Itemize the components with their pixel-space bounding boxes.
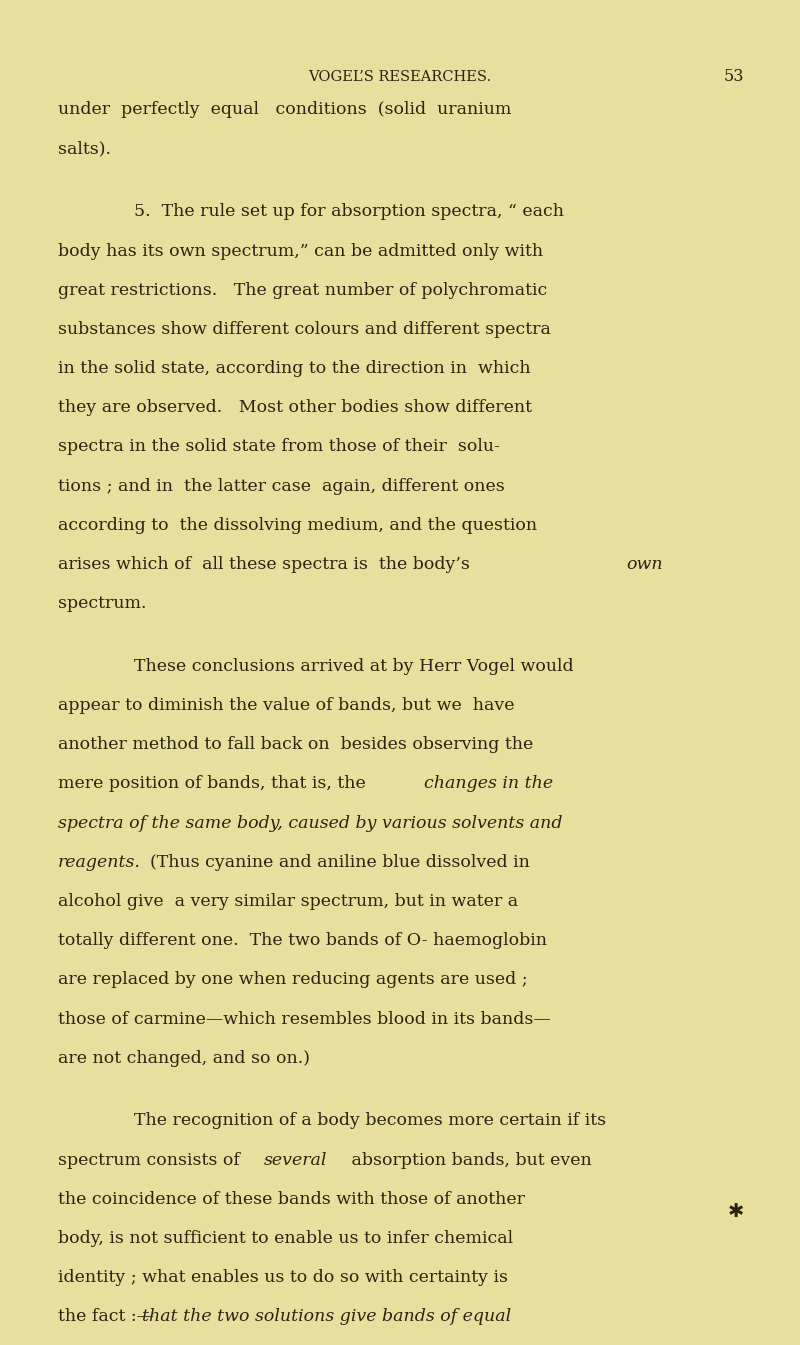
Text: spectra in the solid state from those of their  solu-: spectra in the solid state from those of… bbox=[58, 438, 499, 456]
Text: 53: 53 bbox=[723, 67, 744, 85]
Text: own: own bbox=[626, 555, 663, 573]
Text: changes in the: changes in the bbox=[424, 776, 553, 792]
Text: in the solid state, according to the direction in  which: in the solid state, according to the dir… bbox=[58, 360, 530, 377]
Text: identity ; what enables us to do so with certainty is: identity ; what enables us to do so with… bbox=[58, 1270, 508, 1286]
Text: another method to fall back on  besides observing the: another method to fall back on besides o… bbox=[58, 736, 533, 753]
Text: spectrum consists of: spectrum consists of bbox=[58, 1151, 245, 1169]
Text: the fact :—: the fact :— bbox=[58, 1309, 154, 1325]
Text: those of carmine—which resembles blood in its bands—: those of carmine—which resembles blood i… bbox=[58, 1010, 550, 1028]
Text: are replaced by one when reducing agents are used ;: are replaced by one when reducing agents… bbox=[58, 971, 527, 989]
Text: that the two solutions give bands of equal: that the two solutions give bands of equ… bbox=[142, 1309, 511, 1325]
Text: The recognition of a body becomes more certain if its: The recognition of a body becomes more c… bbox=[134, 1112, 606, 1130]
Text: they are observed.   Most other bodies show different: they are observed. Most other bodies sho… bbox=[58, 399, 532, 416]
Text: 5.  The rule set up for absorption spectra, “ each: 5. The rule set up for absorption spectr… bbox=[134, 203, 563, 221]
Text: body, is not sufficient to enable us to infer chemical: body, is not sufficient to enable us to … bbox=[58, 1229, 513, 1247]
Text: (Thus cyanine and aniline blue dissolved in: (Thus cyanine and aniline blue dissolved… bbox=[139, 854, 530, 870]
Text: arises which of  all these spectra is  the body’s: arises which of all these spectra is the… bbox=[58, 555, 475, 573]
Text: substances show different colours and different spectra: substances show different colours and di… bbox=[58, 321, 550, 338]
Text: VOGEL’S RESEARCHES.: VOGEL’S RESEARCHES. bbox=[309, 70, 491, 83]
Text: body has its own spectrum,” can be admitted only with: body has its own spectrum,” can be admit… bbox=[58, 242, 542, 260]
Text: are not changed, and so on.): are not changed, and so on.) bbox=[58, 1049, 310, 1067]
Text: under  perfectly  equal   conditions  (solid  uranium: under perfectly equal conditions (solid … bbox=[58, 101, 511, 118]
Text: spectra of the same body, caused by various solvents and: spectra of the same body, caused by vari… bbox=[58, 815, 562, 831]
Text: reagents.: reagents. bbox=[58, 854, 141, 870]
Text: tions ; and in  the latter case  again, different ones: tions ; and in the latter case again, di… bbox=[58, 477, 504, 495]
Text: absorption bands, but even: absorption bands, but even bbox=[346, 1151, 591, 1169]
Text: great restrictions.   The great number of polychromatic: great restrictions. The great number of … bbox=[58, 281, 547, 299]
Text: several: several bbox=[264, 1151, 327, 1169]
Text: mere position of bands, that is, the: mere position of bands, that is, the bbox=[58, 776, 371, 792]
Text: These conclusions arrived at by Herr Vogel would: These conclusions arrived at by Herr Vog… bbox=[134, 658, 574, 675]
Text: salts).: salts). bbox=[58, 141, 110, 157]
Text: appear to diminish the value of bands, but we  have: appear to diminish the value of bands, b… bbox=[58, 697, 514, 714]
Text: according to  the dissolving medium, and the question: according to the dissolving medium, and … bbox=[58, 516, 537, 534]
Text: the coincidence of these bands with those of another: the coincidence of these bands with thos… bbox=[58, 1190, 525, 1208]
Text: spectrum.: spectrum. bbox=[58, 596, 146, 612]
Text: totally different one.  The two bands of O- haemoglobin: totally different one. The two bands of … bbox=[58, 932, 546, 950]
Text: ✱: ✱ bbox=[728, 1201, 744, 1221]
Text: alcohol give  a very similar spectrum, but in water a: alcohol give a very similar spectrum, bu… bbox=[58, 893, 518, 911]
